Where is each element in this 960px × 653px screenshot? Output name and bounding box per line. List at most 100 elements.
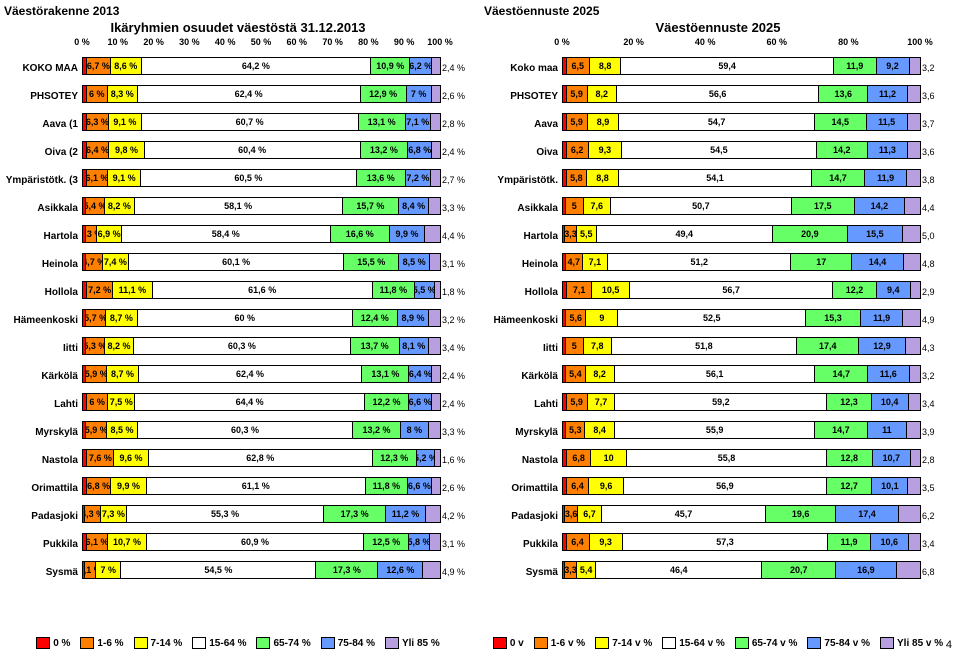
bar-segment: 57,3 (623, 533, 828, 551)
bar-segment: 5,6 (566, 309, 586, 327)
legend-swatch (80, 637, 94, 649)
stacked-bar: 7,6 %9,6 %62,8 %12,3 %5,2 % (82, 449, 441, 467)
bar-segment: 9,4 (877, 281, 911, 299)
bar-segment: 11,9 (865, 169, 908, 187)
axis-tick: 60 % (767, 37, 788, 47)
bar-segment: 62,4 % (139, 365, 363, 383)
bar-segment: 5,2 % (417, 449, 436, 467)
end-value: 2,6 % (440, 91, 472, 101)
bar-segment: 58,1 % (135, 197, 343, 215)
end-value: 2,4 % (440, 147, 472, 157)
bar-segment (430, 533, 441, 551)
bar-segment: 8 % (401, 421, 430, 439)
bar-segment: 5,9 % (86, 421, 107, 439)
bar-segment: 6,7 (578, 505, 602, 523)
bar-segment: 8,7 % (106, 309, 137, 327)
bar-segment: 11,6 (868, 365, 909, 383)
bar-segment: 12,5 % (364, 533, 409, 551)
bar-row: Ympäristötk. (36,1 %9,1 %60,5 %13,6 %7,2… (4, 169, 472, 191)
bar-row: Asikkala57,650,717,514,24,4 (484, 197, 952, 219)
bar-segment: 11 (868, 421, 907, 439)
legend-label: 7-14 v % (612, 638, 652, 649)
legend-item: 1-6 v % (534, 637, 585, 649)
bar-segment (903, 309, 921, 327)
bar-segment: 8,4 (585, 421, 615, 439)
bar-row: Oiva6,29,354,514,211,33,6 (484, 141, 952, 163)
stacked-bar: 6,1 %10,7 %60,9 %12,5 %5,8 % (82, 533, 441, 551)
bar-row: Hämeenkoski5,7 %8,7 %60 %12,4 %8,9 %3,2 … (4, 309, 472, 331)
end-value: 4,9 % (440, 567, 472, 577)
axis-tick: 40 % (695, 37, 716, 47)
bar-segment: 8,8 (587, 169, 618, 187)
stacked-bar: 5,9 %8,5 %60,3 %13,2 %8 % (82, 421, 441, 439)
bar-segment (908, 477, 921, 495)
bar-segment: 58,4 % (122, 225, 331, 243)
legend-label: 75-84 % (338, 638, 375, 649)
bar-segment: 17,4 (836, 505, 898, 523)
bar-row: Padasjoki3,66,745,719,617,46,2 (484, 505, 952, 527)
category-label: Aava (484, 119, 562, 130)
stacked-bar: 5,48,256,114,711,6 (562, 365, 921, 383)
bar-segment: 4,7 (566, 253, 583, 271)
legend-label: Yli 85 v % (897, 638, 943, 649)
bar-segment: 6,2 % (410, 57, 432, 75)
bar-segment: 5,8 (567, 169, 588, 187)
bar-segment: 59,4 (621, 57, 834, 75)
bar-segment: 20,7 (762, 561, 836, 579)
category-label: Myrskylä (4, 427, 82, 438)
bar-segment: 9,6 (589, 477, 623, 495)
bar-segment: 12,9 % (361, 85, 407, 103)
bar-segment: 6,1 % (87, 533, 109, 551)
bar-segment: 7,6 (584, 197, 611, 215)
main-title: Väestöennuste 2025 (484, 4, 952, 18)
bar-segment: 5,9 (567, 113, 588, 131)
bar-segment (429, 197, 441, 215)
axis-row: 0 %10 %20 %30 %40 %50 %60 %70 %80 %90 %1… (4, 37, 472, 51)
end-value: 3,5 (920, 483, 952, 493)
end-value: 3,6 (920, 147, 952, 157)
bar-row: KOKO MAA6,7 %8,6 %64,2 %10,9 %6,2 %2,4 % (4, 57, 472, 79)
legend-item: 65-74 % (256, 637, 310, 649)
end-value: 3,6 (920, 91, 952, 101)
bar-segment: 60 % (138, 309, 353, 327)
bar-segment: 7,5 % (108, 393, 135, 411)
stacked-bar: 5,3 %8,2 %60,3 %13,7 %8,1 % (82, 337, 441, 355)
bar-segment: 7,1 (583, 253, 608, 271)
category-label: Orimattila (4, 483, 82, 494)
bar-segment (909, 533, 921, 551)
bar-segment: 10,5 (592, 281, 630, 299)
category-label: Oiva (484, 147, 562, 158)
stacked-bar: 6 %7,5 %64,4 %12,2 %6,6 % (82, 393, 441, 411)
bar-segment: 17,4 (797, 337, 859, 355)
page-number: 4 (946, 639, 952, 651)
bar-row: Koko maa6,58,859,411,99,23,2 (484, 57, 952, 79)
legend-label: 0 % (53, 638, 70, 649)
bar-segment: 55,9 (615, 421, 815, 439)
bar-segment: 6,4 (567, 533, 590, 551)
bar-segment: 7,2 % (406, 169, 432, 187)
bar-segment: 8,6 % (111, 57, 142, 75)
bar-segment (911, 281, 921, 299)
bar-segment: 54,5 (622, 141, 817, 159)
bar-segment: 12,3 (827, 393, 871, 411)
stacked-bar: 3,66,745,719,617,4 (562, 505, 921, 523)
category-label: Hämeenkoski (484, 315, 562, 326)
bar-segment: 46,4 (596, 561, 762, 579)
end-value: 4,4 (920, 203, 952, 213)
legend-item: 75-84 v % (807, 637, 870, 649)
bar-row: Lahti5,97,759,212,310,43,4 (484, 393, 952, 415)
legend-item: Yli 85 v % (880, 637, 943, 649)
category-label: Nastola (4, 455, 82, 466)
bar-segment: 5,9 (567, 85, 588, 103)
bar-row: Kärkölä5,9 %8,7 %62,4 %13,1 %6,4 %2,4 % (4, 365, 472, 387)
legend-label: 0 v (510, 638, 524, 649)
bar-segment: 5,7 % (86, 309, 106, 327)
bar-segment: 17 (791, 253, 852, 271)
bar-segment: 5,5 (577, 225, 597, 243)
bar-segment: 56,1 (615, 365, 816, 383)
bar-segment: 14,7 (815, 421, 868, 439)
category-label: Pukkila (484, 539, 562, 550)
bar-segment: 6,4 (567, 477, 590, 495)
bar-segment: 8,8 (590, 57, 622, 75)
bar-row: Orimattila6,8 %9,9 %61,1 %11,8 %6,6 %2,6… (4, 477, 472, 499)
